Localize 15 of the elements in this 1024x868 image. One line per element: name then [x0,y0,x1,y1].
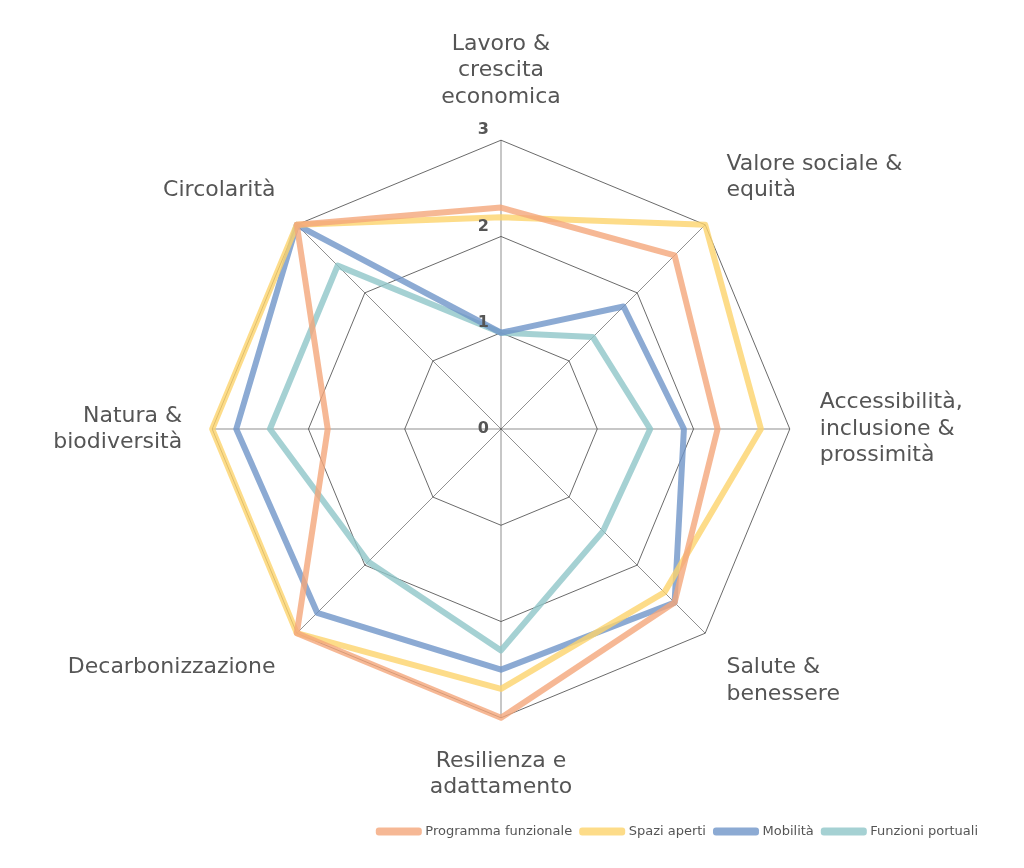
y-tick-label: 2 [477,215,489,235]
y-tick-label: 3 [477,119,489,139]
spoke-label: Natura & biodiversità [53,401,183,453]
spoke-label: Salute & benessere [726,653,840,705]
y-tick-label: 0 [477,418,489,438]
spoke-label: Circolarità [163,176,276,202]
spoke-label: Decarbonizzazione [67,653,276,679]
spoke-label: Valore sociale & equità [726,149,903,202]
legend-label: Mobilità [762,822,814,838]
legend-label: Spazi aperti [628,822,706,838]
legend-label: Programma funzionale [425,822,573,838]
spoke-label: Accessibilità, inclusione & prossimità [819,388,963,467]
spoke-label: Resilienza e adattamento [429,746,573,799]
spoke-label: Lavoro & crescita economica [441,29,561,108]
legend-label: Funzioni portuali [870,822,979,838]
